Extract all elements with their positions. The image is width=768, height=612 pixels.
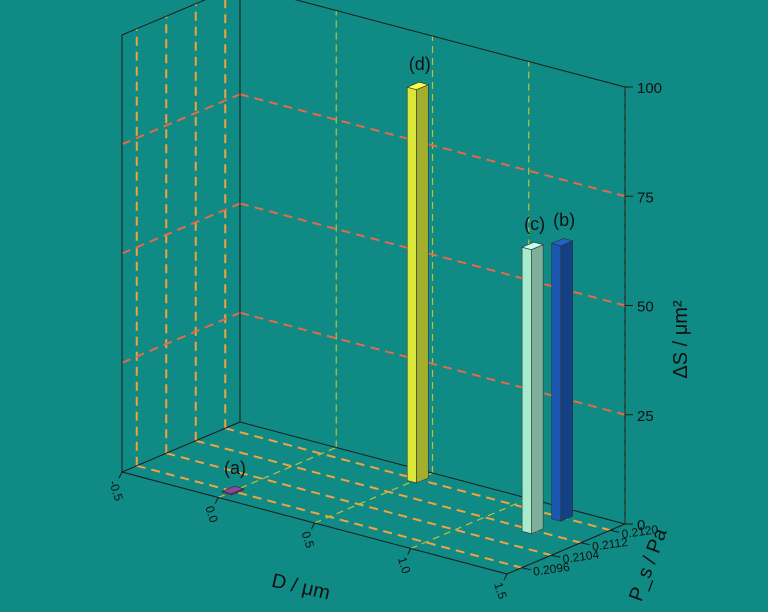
- axis-frame-edge: [506, 523, 626, 575]
- bar-label: (d): [409, 54, 431, 74]
- x-tick-label: 0.5: [299, 530, 318, 551]
- bar-side-face: [531, 244, 544, 535]
- y-tick-label: 0.2096: [532, 560, 571, 579]
- grid-line-floor-y: [410, 497, 529, 550]
- axis-frame-edge: [121, 0, 206, 36]
- y-tick-mark: [551, 554, 561, 558]
- x-tick-mark: [503, 573, 508, 581]
- x-axis-title: D / μm: [269, 570, 332, 605]
- bar-side-face: [560, 240, 573, 522]
- bar-top-face: [550, 238, 574, 247]
- grid-line-left-wall-horizontal: [121, 311, 241, 364]
- bar-top-face: [521, 241, 545, 250]
- grid-line-back-wall-horizontal: [239, 93, 626, 198]
- x-tick-label: 0.0: [202, 504, 221, 525]
- axis-frame-edge: [294, 0, 626, 88]
- bar-front-face: [406, 86, 417, 484]
- axis-frame-edge: [121, 421, 241, 473]
- axes-frame: [118, 0, 633, 581]
- bar-front-face: [551, 243, 562, 522]
- y-tick-mark: [610, 529, 620, 533]
- x-tick-label: 1.0: [395, 555, 414, 576]
- bar-top-face: [221, 485, 245, 494]
- y-tick-mark: [521, 567, 531, 571]
- bar: [221, 485, 245, 496]
- x-tick-mark: [214, 497, 219, 504]
- z-tick-label: 50: [637, 299, 654, 316]
- bar-label: (c): [524, 214, 545, 234]
- y-tick-mark: [580, 542, 590, 546]
- y-tick-label: 0.2104: [562, 547, 601, 566]
- grid-line-left-wall-horizontal: [121, 93, 241, 146]
- x-tick-mark: [311, 522, 315, 530]
- z-tick-label: 25: [637, 408, 654, 425]
- x-tick-mark: [118, 471, 123, 479]
- grid-line-floor-y: [218, 446, 337, 499]
- z-axis-title: ΔS / μm²: [670, 300, 692, 379]
- x-tick-mark: [407, 548, 412, 555]
- bar-front-face: [521, 246, 532, 535]
- x-tick-label: -0.5: [106, 479, 126, 503]
- labels-layer: 0 25 50 75 100 ΔS / μm² -0.5 0.0 0.5 1.0 1.5 D / μm…: [106, 54, 692, 605]
- z-tick-label: 75: [637, 189, 654, 206]
- z-tick-label: 100: [637, 80, 662, 97]
- bar: [406, 81, 430, 484]
- bar-top-face: [406, 81, 430, 90]
- grid-layer: [121, 0, 626, 569]
- grid-line-floor-y: [314, 472, 433, 524]
- bar: [550, 238, 574, 522]
- bar-side-face: [416, 84, 429, 484]
- y-tick-label: 0.2112: [591, 535, 629, 554]
- grid-line-left-wall-horizontal: [121, 202, 241, 255]
- bars-layer: [221, 81, 574, 535]
- bar-label: (a): [224, 458, 246, 478]
- y-tick-label: 0.2120: [621, 522, 660, 541]
- bar-label: (b): [553, 210, 575, 230]
- x-tick-label: 1.5: [491, 581, 510, 602]
- grid-line-floor-x: [195, 439, 582, 544]
- bar: [521, 241, 545, 535]
- z-tick-label: 0: [637, 517, 645, 534]
